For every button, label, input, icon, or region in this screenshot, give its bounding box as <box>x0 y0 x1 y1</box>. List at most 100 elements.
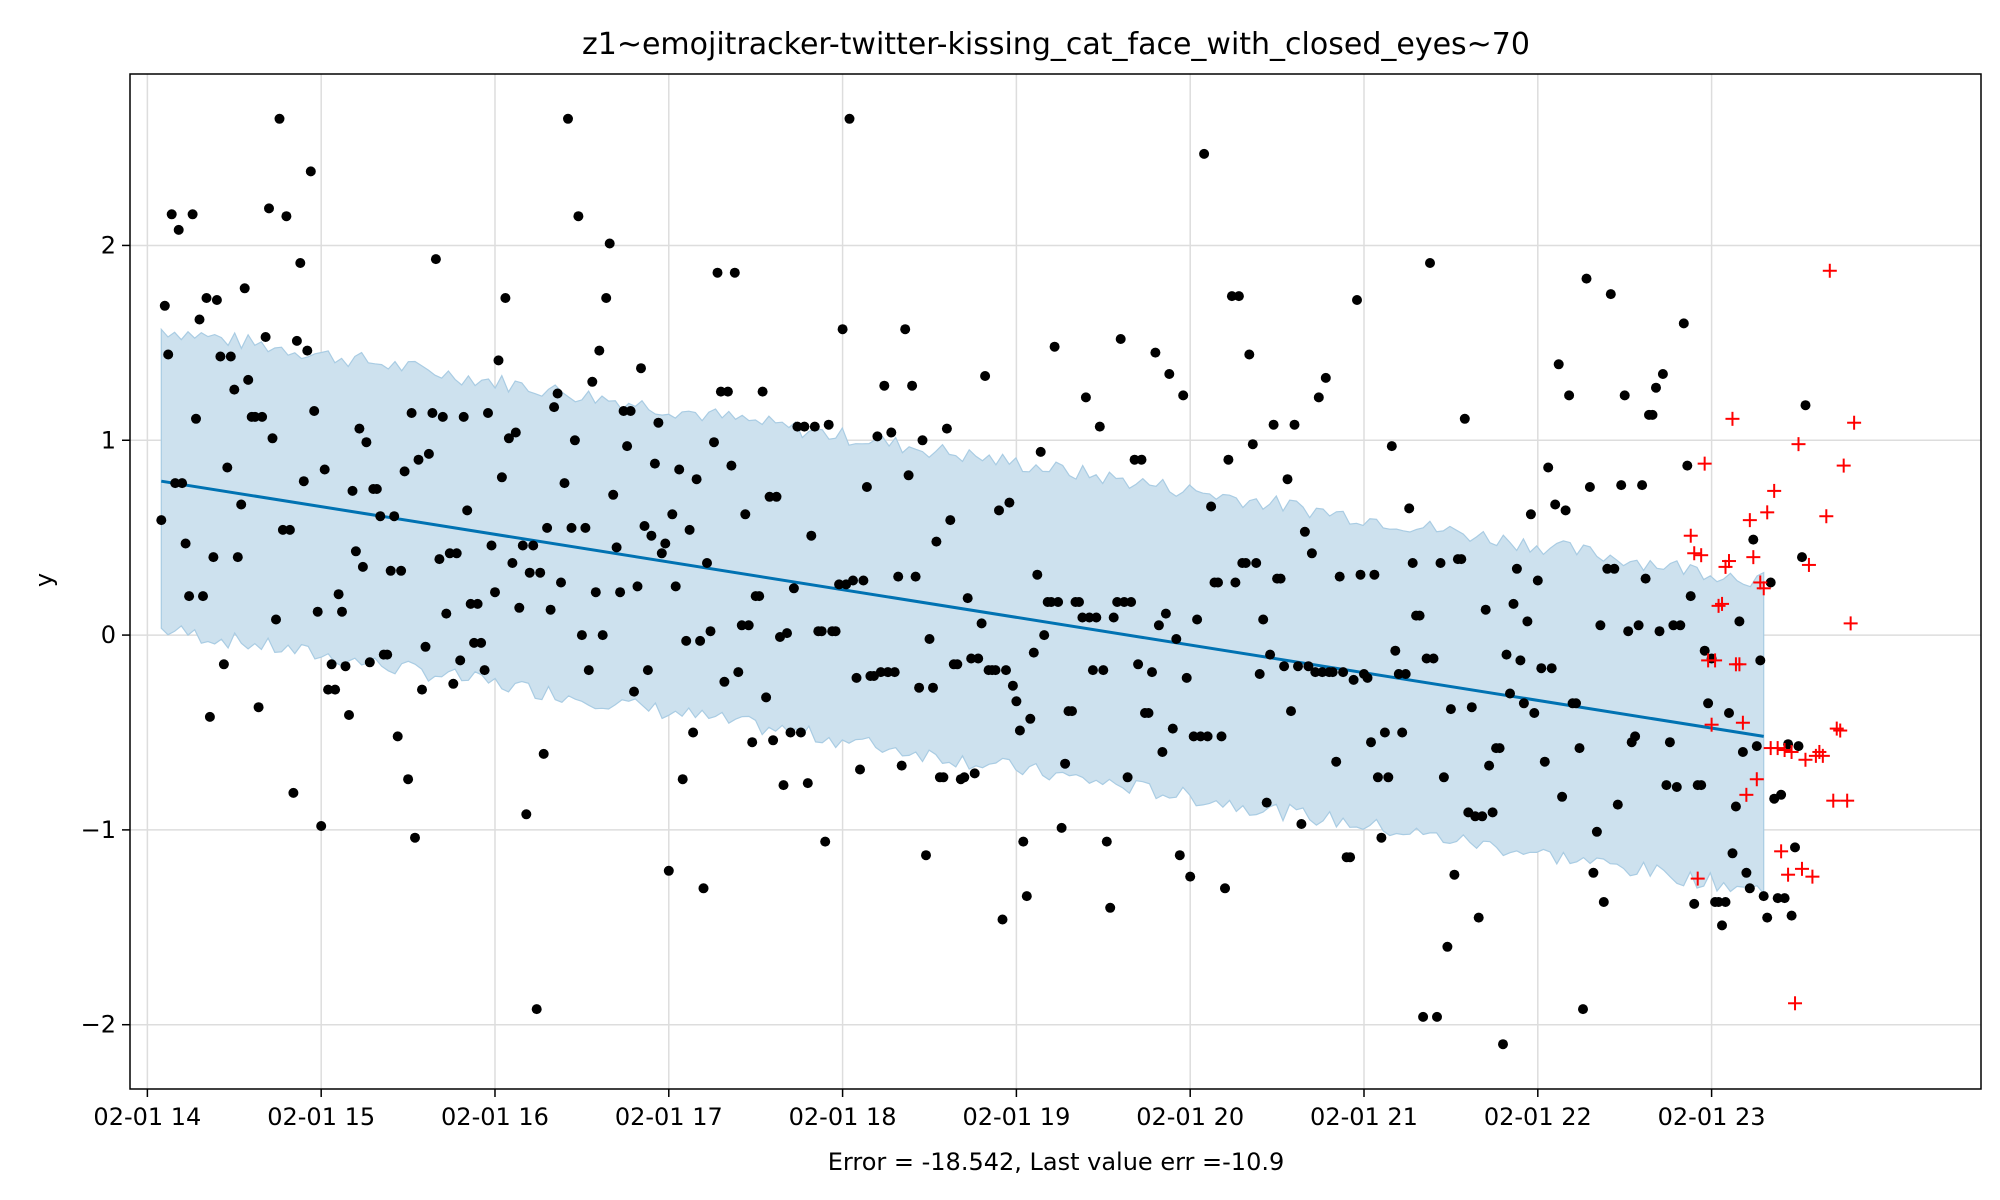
observed-point <box>601 293 612 303</box>
observed-point <box>938 772 949 783</box>
observed-point <box>670 581 681 592</box>
observed-point <box>896 760 907 771</box>
observed-point <box>733 667 744 678</box>
observed-point <box>636 363 646 374</box>
observed-point <box>966 653 977 664</box>
observed-point <box>622 441 633 452</box>
observed-point <box>333 589 344 600</box>
forecast-actual-marker <box>1794 861 1809 876</box>
observed-point <box>1018 836 1029 847</box>
observed-point <box>476 637 487 648</box>
observed-point <box>1675 620 1686 631</box>
observed-point <box>1150 347 1161 358</box>
observed-point <box>430 254 441 265</box>
observed-point <box>691 474 702 485</box>
observed-point <box>298 476 309 487</box>
observed-point <box>1320 372 1331 383</box>
forecast-actual-marker <box>1791 437 1806 452</box>
observed-point <box>1689 898 1700 909</box>
observed-point <box>1035 446 1046 457</box>
observed-point <box>347 485 358 496</box>
observed-point <box>705 626 716 637</box>
observed-point <box>194 314 205 325</box>
observed-point <box>1755 655 1766 666</box>
observed-point <box>1303 661 1314 672</box>
observed-point <box>531 1004 542 1015</box>
x-tick-label: 02-01 15 <box>267 1103 375 1131</box>
observed-point <box>1192 614 1203 625</box>
observed-point <box>173 224 184 235</box>
observed-point <box>1730 801 1741 812</box>
forecast-actual-marker <box>1822 263 1837 278</box>
observed-point <box>163 349 174 360</box>
observed-point <box>1449 869 1460 880</box>
observed-point <box>921 850 931 861</box>
observed-point <box>1331 756 1342 767</box>
observed-point <box>1494 743 1505 754</box>
observed-point <box>326 659 337 670</box>
observed-point <box>312 606 323 617</box>
observed-point <box>503 433 514 444</box>
y-axis-ticks: 2 1 0 −1 −2 <box>81 231 130 1039</box>
observed-point <box>1289 419 1300 430</box>
observed-point <box>1800 400 1811 411</box>
observed-point <box>1181 672 1192 683</box>
observed-point <box>994 505 1004 516</box>
observed-point <box>166 209 177 220</box>
observed-point <box>1407 558 1418 568</box>
observed-point <box>264 203 274 214</box>
observed-point <box>632 581 643 592</box>
observed-point <box>399 466 410 477</box>
observed-point <box>1703 698 1714 709</box>
x-tick-label: 02-01 22 <box>1484 1103 1592 1131</box>
y-axis-label: y <box>30 573 58 587</box>
observed-point <box>1004 497 1015 508</box>
observed-point <box>1067 706 1077 717</box>
observed-point <box>1376 832 1387 843</box>
x-tick-label: 02-01 23 <box>1658 1103 1766 1131</box>
observed-point <box>1296 819 1307 829</box>
observed-point <box>1313 392 1324 403</box>
x-axis-label: Error = -18.542, Last value err =-10.9 <box>828 1148 1284 1176</box>
observed-point <box>427 408 438 418</box>
observed-point <box>204 711 215 722</box>
observed-point <box>1393 669 1404 679</box>
observed-point <box>646 530 657 541</box>
forecast-actual-marker <box>1826 793 1841 808</box>
observed-point <box>211 295 222 305</box>
observed-point <box>1661 780 1672 791</box>
observed-point <box>1543 462 1554 473</box>
forecast-actual-marker <box>1815 748 1830 763</box>
observed-point <box>472 598 483 609</box>
observed-point <box>1744 883 1755 894</box>
observed-point <box>514 602 525 613</box>
observed-point <box>1797 552 1807 563</box>
observed-point <box>1466 702 1477 713</box>
observed-point <box>1546 663 1557 674</box>
observed-point <box>900 324 911 335</box>
observed-point <box>1171 634 1182 644</box>
observed-point <box>354 423 365 434</box>
observed-point <box>563 113 573 124</box>
observed-point <box>469 637 480 648</box>
forecast-actual-marker <box>1749 772 1764 787</box>
observed-point <box>423 448 434 459</box>
observed-point <box>1372 772 1383 783</box>
observed-point <box>382 649 393 660</box>
observed-point <box>1397 727 1408 738</box>
forecast-actual-marker <box>1760 505 1775 520</box>
y-tick-label: 1 <box>101 426 116 454</box>
observed-point <box>257 411 268 422</box>
observed-point <box>917 435 928 446</box>
observed-point <box>580 522 591 533</box>
observed-point <box>1685 591 1696 602</box>
observed-point <box>1279 661 1290 672</box>
forecast-actual-marker <box>1784 744 1799 759</box>
observed-point <box>201 293 212 303</box>
observed-point <box>417 684 427 695</box>
observed-point <box>462 505 473 516</box>
observed-point <box>615 587 626 598</box>
observed-point <box>907 380 918 391</box>
observed-point <box>291 335 302 346</box>
forecast-actual-marker <box>1732 657 1747 672</box>
